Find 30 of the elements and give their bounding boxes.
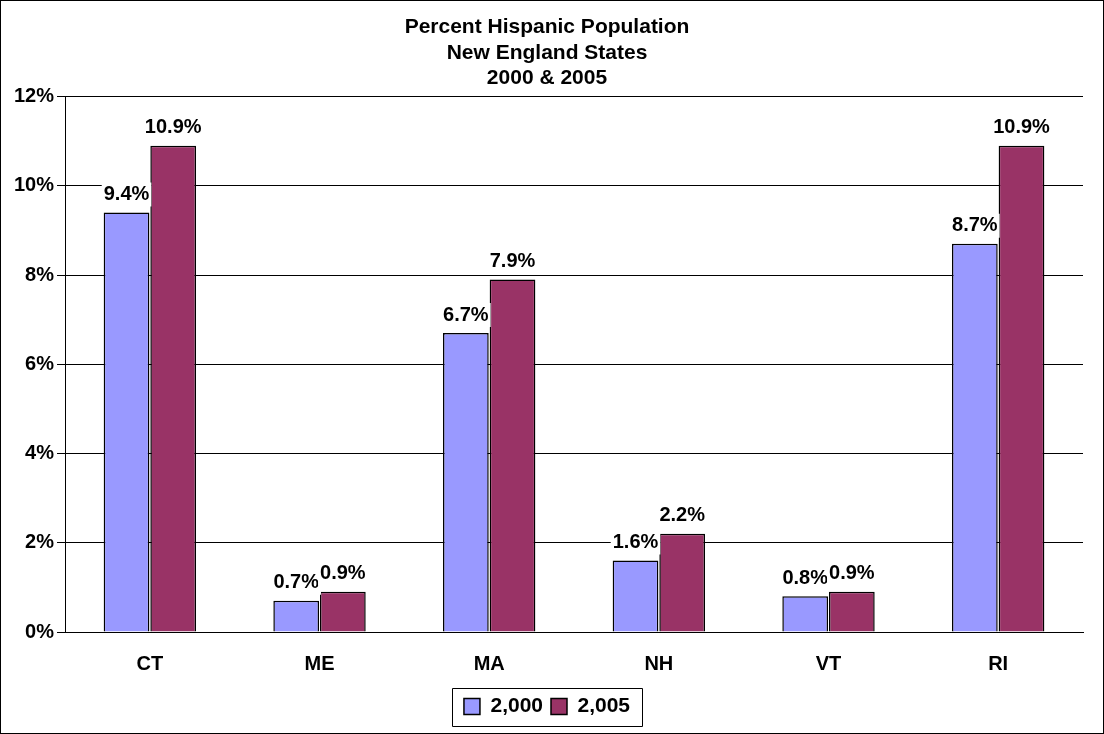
data-label: 8.7% [952,213,998,236]
y-tick-label: 10% [14,173,55,196]
data-label: 1.6% [612,530,659,553]
data-label: 10.9% [993,115,1051,138]
y-tick-label: 2% [25,530,55,553]
x-tick-label: ME [304,651,335,674]
data-label: 10.9% [144,115,202,138]
data-label: 0.9% [829,561,875,584]
data-label: 0.8% [782,565,829,588]
x-tick-label: VT [815,651,842,674]
text: New England States [446,39,648,63]
data-label: 9.4% [103,182,150,205]
legend-label: 2,005 [577,693,631,717]
y-tick-label: 6% [25,351,55,374]
data-label: 6.7% [443,302,489,325]
y-tick-label: 8% [25,262,55,285]
x-tick-label: NH [644,651,674,674]
data-label: 0.9% [320,561,366,584]
text: Percent Hispanic Population [404,14,690,38]
y-tick-label: 0% [25,619,55,642]
x-tick-label: CT [136,651,164,674]
data-label: 0.7% [273,570,320,593]
text: 2000 & 2005 [486,64,608,88]
data-label: 2.2% [659,503,706,526]
x-tick-label: RI [988,651,1009,674]
data-label: 7.9% [489,249,536,272]
y-tick-label: 4% [25,441,55,464]
x-tick-label: MA [473,651,505,674]
legend-label: 2,000 [490,693,544,717]
y-tick-label: 12% [14,84,55,107]
